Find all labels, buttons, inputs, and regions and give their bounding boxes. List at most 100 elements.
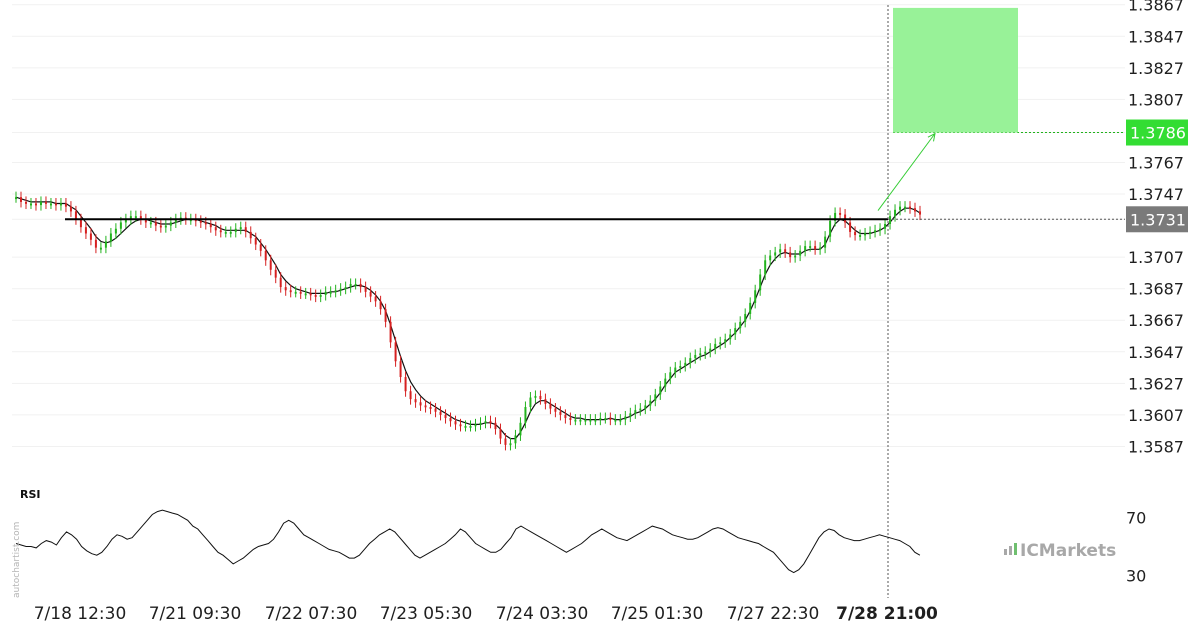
price-tick-label: 1.3687 — [1128, 280, 1184, 299]
candle-body — [539, 395, 542, 400]
candle-body — [99, 247, 102, 250]
candle-body — [159, 225, 162, 228]
candle-body — [809, 246, 812, 248]
candle-body — [324, 291, 327, 296]
candle-body — [109, 233, 112, 242]
candle-body — [254, 238, 257, 245]
candle-body — [684, 362, 687, 366]
candle-body — [169, 222, 172, 226]
candle-body — [279, 277, 282, 288]
candle-body — [799, 250, 802, 256]
candle-body — [769, 255, 772, 261]
candle-body — [504, 438, 507, 445]
candle-body — [414, 399, 417, 403]
candle-body — [774, 252, 777, 256]
candle-body — [54, 203, 57, 206]
time-tick-label: 7/22 07:30 — [265, 604, 358, 624]
candle-body — [464, 425, 467, 428]
candle-body — [204, 222, 207, 225]
candle-body — [314, 295, 317, 297]
time-axis: 7/18 12:30 7/21 09:30 7/22 07:30 7/23 05:30… — [34, 604, 938, 624]
candle-body — [819, 247, 822, 250]
candle-body — [784, 249, 787, 253]
candle-body — [874, 230, 877, 233]
candle-body — [724, 339, 727, 343]
price-tick-label: 1.3847 — [1128, 27, 1184, 46]
time-tick-label: 7/25 01:30 — [611, 604, 704, 624]
candle-body — [729, 334, 732, 340]
candle-body — [554, 408, 557, 412]
moving-average-layer — [15, 196, 921, 440]
candle-body — [15, 197, 17, 200]
candle-body — [344, 287, 347, 290]
candle-body — [909, 206, 912, 209]
candle-body — [174, 219, 177, 223]
candle-body — [484, 421, 487, 424]
candle-body — [259, 244, 262, 251]
candle-body — [129, 216, 132, 220]
candle-body — [759, 274, 762, 291]
candle-body — [249, 231, 252, 239]
candle-body — [664, 378, 667, 387]
candle-body — [599, 418, 602, 420]
price-axis: 1.3867 1.3847 1.3827 1.3807 1.3767 1.3747 1.37… — [1128, 0, 1184, 456]
brand-text: ICMarkets — [1020, 541, 1116, 561]
candle-body — [74, 211, 77, 220]
candle-body — [499, 429, 502, 439]
candle-body — [889, 216, 892, 225]
candle-body — [229, 231, 232, 234]
price-tick-label: 1.3707 — [1128, 248, 1184, 267]
candle-body — [399, 361, 402, 378]
logo-bars-icon — [1004, 549, 1007, 555]
candle-body — [749, 302, 752, 314]
candle-body — [789, 252, 792, 258]
candle-body — [549, 403, 552, 409]
candle-body — [384, 309, 387, 322]
candle-body — [79, 219, 82, 228]
candle-body — [689, 358, 692, 363]
price-tick-label: 1.3667 — [1128, 311, 1184, 330]
logo-bars-icon — [1014, 543, 1017, 555]
candle-body — [899, 206, 902, 210]
candle-body — [164, 225, 167, 228]
candle-body — [349, 283, 352, 288]
candle-body — [454, 421, 457, 425]
candle-body — [714, 343, 717, 349]
arrow-head — [927, 132, 936, 142]
candle-body — [29, 203, 32, 206]
candle-body — [914, 208, 917, 212]
candle-body — [39, 201, 42, 206]
candle-body — [104, 241, 107, 248]
candle-body — [619, 419, 622, 422]
candle-body — [694, 354, 697, 359]
candle-body — [604, 418, 607, 420]
price-tick-label: 1.3607 — [1128, 406, 1184, 425]
candle-body — [69, 206, 72, 212]
current-price-label: 1.3731 — [1130, 210, 1186, 229]
candle-body — [534, 395, 537, 398]
candle-body — [509, 443, 512, 446]
target-zone-box — [893, 7, 1018, 133]
rsi-panel-title: RSI — [20, 488, 41, 501]
candle-body — [519, 422, 522, 436]
candle-body — [584, 419, 587, 422]
candle-body — [144, 219, 147, 223]
candle-body — [734, 328, 737, 335]
candle-body — [359, 283, 362, 288]
candle-body — [824, 236, 827, 248]
candle-body — [49, 203, 52, 206]
candle-body — [354, 283, 357, 286]
candle-body — [864, 233, 867, 236]
candles-layer — [15, 191, 922, 451]
candle-body — [679, 365, 682, 368]
candle-body — [114, 228, 117, 234]
candle-body — [84, 227, 87, 234]
candle-body — [339, 288, 342, 291]
candle-body — [404, 377, 407, 392]
candle-body — [779, 249, 782, 253]
candle-body — [649, 400, 652, 406]
candle-body — [559, 411, 562, 415]
price-tick-label: 1.3627 — [1128, 374, 1184, 393]
time-tick-label: 7/27 22:30 — [727, 604, 820, 624]
